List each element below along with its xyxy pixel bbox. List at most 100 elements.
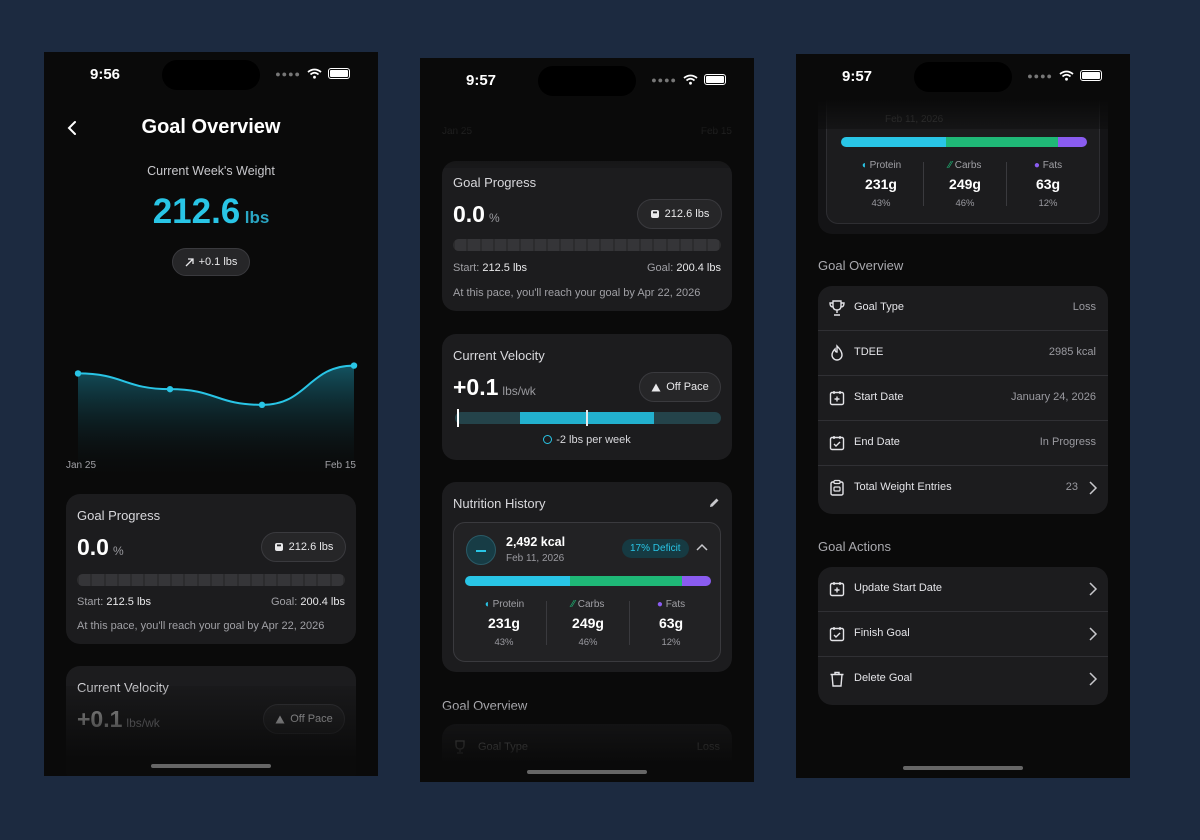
calendar-check-icon xyxy=(829,436,845,451)
goal-progress-number: 0.0 xyxy=(77,534,109,560)
home-indicator[interactable] xyxy=(151,764,271,768)
chevron-right-icon[interactable] xyxy=(1088,481,1098,495)
chevron-right-icon[interactable] xyxy=(1088,627,1098,641)
start-value: 212.5 lbs xyxy=(482,262,528,274)
macro-name: Carbs xyxy=(577,599,605,610)
nutrition-kcal: 2,492 kcal xyxy=(506,535,566,549)
goal-weight: Goal: 200.4 lbs xyxy=(271,596,345,608)
macro-divider xyxy=(1006,162,1007,206)
macro-percent: 46% xyxy=(955,198,975,209)
chart-point-2[interactable] xyxy=(258,401,266,409)
velocity-number: +0.1 xyxy=(77,706,123,732)
chart-point-3[interactable] xyxy=(350,362,358,369)
goal-progress-title: Goal Progress xyxy=(77,508,161,523)
goal-progress-value: 0.0% xyxy=(77,534,124,561)
nutrition-entry[interactable]: 2,492 kcal Feb 11, 2026 17% Deficit ◖ Pr… xyxy=(453,522,721,662)
macro-name: Fats xyxy=(1042,160,1063,171)
status-icons: ●●●● xyxy=(651,74,726,85)
battery-icon xyxy=(1080,70,1102,81)
trophy-icon xyxy=(829,300,845,316)
page-title: Goal Overview xyxy=(141,116,281,138)
weight-line xyxy=(77,364,355,406)
row-value: January 24, 2026 xyxy=(1010,391,1096,403)
calendar-check-icon xyxy=(829,627,845,642)
macro-percent: 46% xyxy=(578,637,598,648)
clipboard-icon xyxy=(830,479,844,496)
nutrition-entry-card: Feb 11, 2026 ◖ Protein 231g 43% ⁄⁄ Carbs… xyxy=(818,84,1108,234)
off-pace-text: Off Pace xyxy=(290,713,333,725)
velocity-current-marker xyxy=(457,409,459,427)
velocity-value: +0.1 lbs/wk xyxy=(77,706,160,733)
velocity-gauge xyxy=(455,409,721,427)
current-weight-badge-text: 212.6 lbs xyxy=(664,208,710,220)
nutrition-entry-inner: Feb 11, 2026 ◖ Protein 231g 43% ⁄⁄ Carbs… xyxy=(826,84,1100,224)
chevron-right-icon[interactable] xyxy=(1088,672,1098,686)
wifi-icon xyxy=(683,74,698,85)
macro-bar-protein xyxy=(841,137,946,147)
row-label: TDEE xyxy=(854,346,884,358)
row-label: Start Date xyxy=(854,391,904,403)
macro-name: Fats xyxy=(665,599,686,610)
goal-progress-card: Goal Progress 0.0% 212.6 lbs Start: 212.… xyxy=(66,494,356,644)
overview-row-total-entries[interactable]: Total Weight Entries 23 xyxy=(818,466,1108,511)
goal-progress-bar xyxy=(77,574,345,586)
action-update-start-date[interactable]: Update Start Date xyxy=(818,567,1108,612)
row-value: Loss xyxy=(1072,301,1096,313)
goal-actions-card: Update Start Date Finish Goal Delete Goa… xyxy=(818,567,1108,705)
macro-percent: 43% xyxy=(494,637,514,648)
row-label: Delete Goal xyxy=(854,672,913,684)
row-label: End Date xyxy=(854,436,900,448)
x-tick-end: Feb 15 xyxy=(324,460,356,471)
home-indicator[interactable] xyxy=(527,770,647,774)
weight-area xyxy=(78,365,354,482)
axis-end-label: Feb 15 xyxy=(700,126,732,137)
action-delete-goal[interactable]: Delete Goal xyxy=(818,657,1108,702)
chart-point-1[interactable] xyxy=(166,385,174,393)
row-value: 2985 kcal xyxy=(1048,346,1096,358)
current-weight-badge: 212.6 lbs xyxy=(637,199,722,229)
x-tick-start: Jan 25 xyxy=(66,460,97,471)
dynamic-island xyxy=(914,62,1012,92)
velocity-target-marker xyxy=(586,410,588,426)
protein-icon: ◖ xyxy=(483,599,490,610)
warning-icon xyxy=(275,715,285,723)
edit-pencil-icon[interactable] xyxy=(709,497,720,508)
macro-bar-fats xyxy=(681,576,711,586)
velocity-unit: lbs/wk xyxy=(502,384,536,398)
current-weight-badge: 212.6 lbs xyxy=(261,532,346,562)
goal-value: 200.4 lbs xyxy=(300,596,345,608)
goal-overview-section-title: Goal Overview xyxy=(442,698,528,713)
carbs-icon: ⁄⁄ xyxy=(948,160,952,171)
home-indicator[interactable] xyxy=(903,766,1023,770)
macro-value: 63g xyxy=(1035,176,1061,192)
fats-drop-icon: ● xyxy=(656,599,663,610)
chart-point-0[interactable] xyxy=(74,370,82,377)
pace-text: At this pace, you'll reach your goal by … xyxy=(453,287,701,299)
macro-value: 63g xyxy=(658,615,684,631)
row-value: 23 xyxy=(1065,481,1078,493)
warning-icon xyxy=(651,383,661,391)
chevron-right-icon[interactable] xyxy=(1088,582,1098,596)
action-finish-goal[interactable]: Finish Goal xyxy=(818,612,1108,657)
signal-icon: ●●●● xyxy=(651,74,677,85)
start-label: Start: xyxy=(77,596,104,608)
current-weight-badge-text: 212.6 lbs xyxy=(288,541,334,553)
trophy-icon xyxy=(455,740,465,754)
goal-type-value: Loss xyxy=(696,741,720,753)
macro-value: 231g xyxy=(865,176,897,192)
status-bar: 9:56 ●●●● xyxy=(44,52,378,102)
nutrition-history-card: Nutrition History 2,492 kcal Feb 11, 202… xyxy=(442,482,732,672)
weight-value: 212.6 xyxy=(152,192,241,231)
chevron-up-icon[interactable] xyxy=(696,543,708,551)
macro-name: Protein xyxy=(492,599,525,610)
macro-name: Protein xyxy=(869,160,902,171)
weight-chart xyxy=(74,362,358,482)
nutrition-date: Feb 11, 2026 xyxy=(506,553,565,564)
back-chevron-icon[interactable] xyxy=(66,120,78,136)
status-bar: 9:57 ●●●● xyxy=(420,58,754,108)
start-weight: Start: 212.5 lbs xyxy=(77,596,151,608)
status-time: 9:57 xyxy=(842,68,873,85)
overview-row-tdee: TDEE 2985 kcal xyxy=(818,331,1108,376)
minus-circle-icon[interactable] xyxy=(466,535,496,565)
macro-percent: 12% xyxy=(661,637,681,648)
